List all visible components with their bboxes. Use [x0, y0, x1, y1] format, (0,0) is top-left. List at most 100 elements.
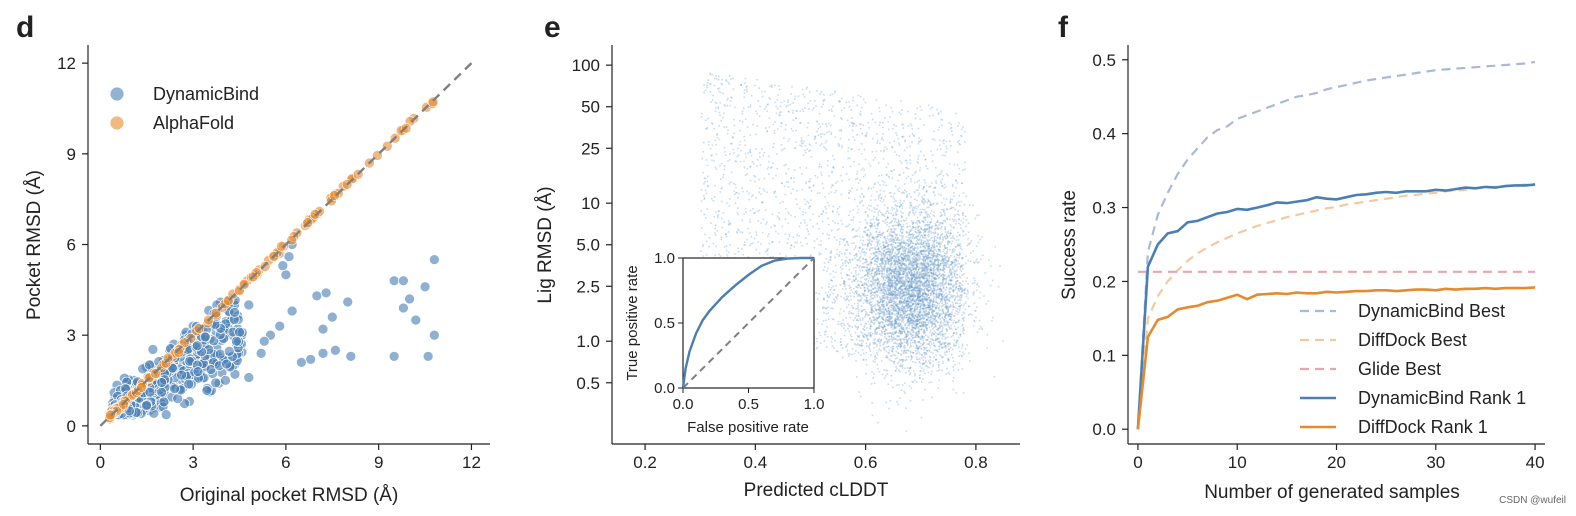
d-point-dynamicbind — [156, 386, 167, 398]
e-point — [883, 204, 886, 206]
d-point-dynamicbind — [422, 350, 434, 362]
e-point — [895, 283, 898, 286]
e-point — [900, 261, 902, 263]
e-point — [898, 361, 900, 363]
e-point — [974, 279, 976, 282]
e-point — [893, 231, 895, 233]
e-point — [893, 360, 896, 363]
e-point — [962, 212, 965, 214]
e-point — [922, 370, 924, 373]
e-point — [767, 160, 770, 163]
e-point — [951, 236, 954, 239]
e-point — [810, 190, 813, 192]
e-point — [839, 312, 841, 315]
e-point — [855, 338, 858, 341]
d-point-dynamicbind — [283, 251, 295, 262]
e-point — [933, 236, 936, 239]
e-point — [976, 306, 978, 309]
e-point — [933, 261, 936, 263]
e-point — [872, 137, 874, 140]
e-point — [874, 361, 876, 363]
e-point — [894, 369, 897, 372]
e-point — [842, 166, 844, 168]
e-point — [826, 335, 829, 338]
e-point — [937, 264, 939, 267]
e-point — [952, 332, 955, 335]
e-point — [765, 105, 767, 108]
e-point — [912, 326, 914, 329]
e-point — [877, 162, 880, 164]
e-point — [955, 179, 957, 182]
e-point — [916, 237, 918, 239]
e-point — [942, 261, 945, 264]
e-point — [883, 292, 886, 295]
e-point — [900, 162, 903, 165]
e-point — [941, 222, 944, 225]
e-point — [953, 344, 956, 347]
e-point — [703, 213, 706, 216]
e-point — [920, 338, 923, 341]
e-point — [732, 88, 735, 90]
e-point — [826, 325, 828, 328]
e-point — [938, 126, 940, 129]
e-point — [916, 273, 918, 276]
e-point — [873, 273, 875, 276]
e-point — [723, 168, 726, 171]
e-point — [928, 320, 931, 322]
e-point — [856, 177, 858, 180]
e-point — [713, 215, 716, 218]
e-point — [894, 326, 896, 329]
e-point — [825, 212, 827, 214]
e-point — [710, 222, 712, 224]
e-point — [826, 233, 829, 236]
e-point — [937, 307, 940, 310]
e-point — [862, 236, 864, 238]
e-point — [794, 95, 796, 98]
e-point — [975, 245, 978, 248]
e-point — [895, 338, 897, 340]
e-point — [893, 272, 896, 275]
e-point — [815, 347, 818, 350]
e-point — [934, 324, 937, 327]
e-point — [737, 213, 739, 216]
e-point — [859, 317, 861, 320]
e-point — [885, 290, 888, 293]
e-point — [908, 373, 911, 376]
e-point — [869, 238, 871, 241]
e-point — [879, 341, 882, 343]
e-point — [882, 343, 885, 346]
e-point — [848, 252, 851, 254]
e-point — [879, 259, 882, 261]
panel-label-d: d — [16, 11, 34, 44]
e-point — [807, 122, 810, 124]
e-point — [901, 260, 903, 262]
e-point — [749, 148, 751, 151]
d-point-alphafold — [276, 241, 287, 252]
e-point — [859, 95, 862, 98]
e-point — [904, 139, 906, 142]
e-point — [814, 174, 817, 177]
e-point — [941, 170, 943, 172]
e-point — [957, 339, 959, 342]
e-point — [846, 242, 849, 245]
e-point — [975, 260, 978, 263]
e-point — [862, 302, 865, 304]
e-point — [778, 88, 781, 91]
e-point — [823, 145, 825, 148]
e-point — [898, 335, 901, 337]
e-point — [947, 260, 950, 263]
d-legend: DynamicBind AlphaFold — [109, 84, 259, 133]
e-point — [932, 311, 935, 314]
e-point — [917, 270, 919, 273]
e-point — [899, 242, 902, 244]
e-point — [918, 252, 921, 254]
e-point — [955, 306, 957, 309]
d-y-tick-label: 9 — [67, 145, 76, 164]
e-point — [839, 238, 841, 240]
e-point — [933, 284, 935, 287]
e-point — [808, 180, 810, 183]
e-point — [729, 223, 732, 225]
e-point — [875, 273, 878, 276]
e-point — [951, 260, 953, 263]
